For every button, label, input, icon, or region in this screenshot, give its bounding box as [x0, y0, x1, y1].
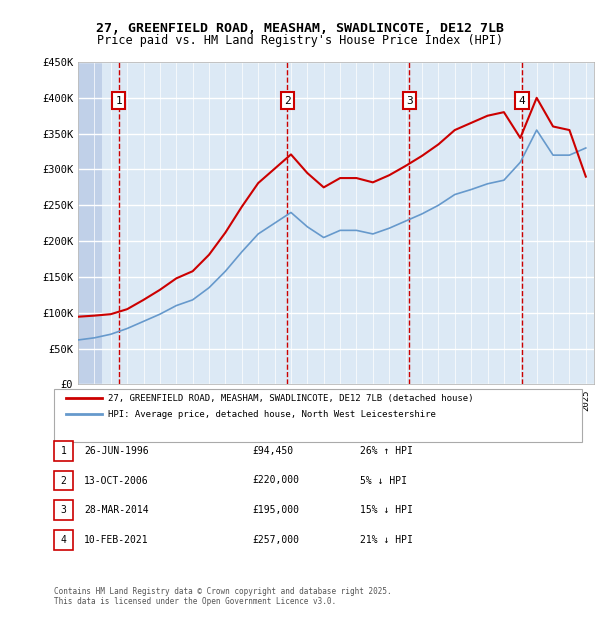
Text: 26% ↑ HPI: 26% ↑ HPI [360, 446, 413, 456]
Text: £257,000: £257,000 [252, 535, 299, 545]
Text: 13-OCT-2006: 13-OCT-2006 [84, 476, 149, 485]
Text: Contains HM Land Registry data © Crown copyright and database right 2025.
This d: Contains HM Land Registry data © Crown c… [54, 587, 392, 606]
Text: 21% ↓ HPI: 21% ↓ HPI [360, 535, 413, 545]
Text: 15% ↓ HPI: 15% ↓ HPI [360, 505, 413, 515]
Text: 1: 1 [61, 446, 67, 456]
Text: 27, GREENFIELD ROAD, MEASHAM, SWADLINCOTE, DE12 7LB: 27, GREENFIELD ROAD, MEASHAM, SWADLINCOT… [96, 22, 504, 35]
Text: Price paid vs. HM Land Registry's House Price Index (HPI): Price paid vs. HM Land Registry's House … [97, 34, 503, 47]
Text: HPI: Average price, detached house, North West Leicestershire: HPI: Average price, detached house, Nort… [108, 410, 436, 418]
Text: 2: 2 [284, 95, 291, 105]
Text: 3: 3 [406, 95, 413, 105]
Text: £195,000: £195,000 [252, 505, 299, 515]
Text: 1: 1 [115, 95, 122, 105]
Text: £94,450: £94,450 [252, 446, 293, 456]
Text: 28-MAR-2014: 28-MAR-2014 [84, 505, 149, 515]
Text: £220,000: £220,000 [252, 476, 299, 485]
Text: 26-JUN-1996: 26-JUN-1996 [84, 446, 149, 456]
Text: 10-FEB-2021: 10-FEB-2021 [84, 535, 149, 545]
Text: 3: 3 [61, 505, 67, 515]
Text: 2: 2 [61, 476, 67, 485]
Text: 4: 4 [61, 535, 67, 545]
Text: 27, GREENFIELD ROAD, MEASHAM, SWADLINCOTE, DE12 7LB (detached house): 27, GREENFIELD ROAD, MEASHAM, SWADLINCOT… [108, 394, 473, 402]
Text: 5% ↓ HPI: 5% ↓ HPI [360, 476, 407, 485]
Text: 4: 4 [519, 95, 526, 105]
